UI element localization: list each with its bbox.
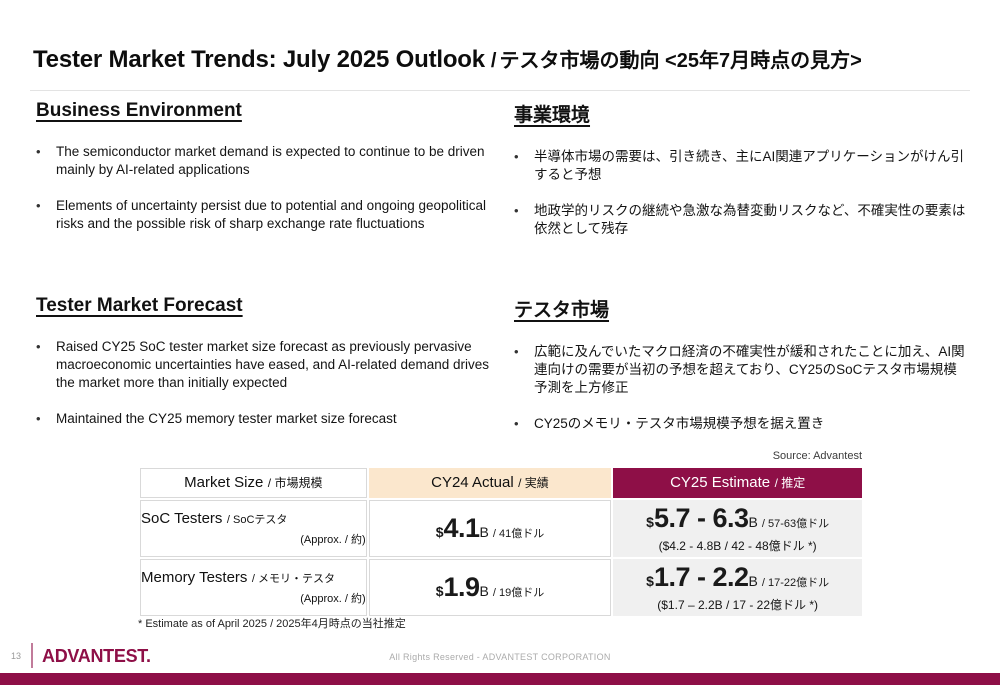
- money-amount: 5.7 - 6.3: [653, 503, 749, 533]
- previous-estimate-note: ($1.7 – 2.2B / 17 - 22億ドル *): [657, 598, 819, 612]
- section-heading: 事業環境: [514, 105, 591, 126]
- row-label-sub: / SoCテスタ: [226, 514, 288, 526]
- bullet-marker: [36, 197, 56, 233]
- source-note: Source: Advantest: [772, 450, 862, 462]
- currency-symbol: $: [435, 583, 444, 599]
- title-divider-rule: [30, 90, 970, 91]
- money-unit: B: [479, 524, 489, 540]
- bullet-marker: [36, 410, 56, 428]
- section-heading: Tester Market Forecast: [36, 295, 243, 316]
- section-heading: Business Environment: [36, 100, 242, 121]
- advantest-logo: ADVANTEST.: [42, 645, 151, 666]
- header-sub-label: / 推定: [774, 476, 806, 490]
- bullet-text: Maintained the CY25 memory tester market…: [56, 411, 397, 427]
- bullet-item: 広範に及んでいたマクロ経済の不確実性が緩和されたことに加え、AI関連向けの需要が…: [514, 343, 969, 397]
- page-number: 13: [11, 651, 22, 661]
- section-heading: テスタ市場: [514, 300, 610, 321]
- row-label-note: (Approx. / 約): [300, 593, 366, 605]
- row-label-cell: SoC Testers / SoCテスタ (Approx. / 約): [140, 500, 367, 557]
- money-value: $5.7 - 6.3 B/ 57-63億ドル: [613, 503, 862, 534]
- section-business-environment-en: Business Environment The semiconductor m…: [36, 100, 494, 251]
- cy24-value-cell: $1.9 B/ 19億ドル: [368, 559, 612, 616]
- money-suffix: / 41億ドル: [492, 528, 545, 540]
- row-label: SoC Testers / SoCテスタ: [141, 510, 366, 528]
- money-amount: 4.1: [443, 513, 480, 543]
- money-unit: B: [748, 514, 758, 530]
- row-label-main: SoC Testers: [141, 510, 223, 527]
- bullet-item: Raised CY25 SoC tester market size forec…: [36, 338, 494, 392]
- cy25-value-cell: $5.7 - 6.3 B/ 57-63億ドル ($4.2 - 4.8B / 42 …: [613, 500, 862, 557]
- page-title: Tester Market Trends: July 2025 Outlook /…: [33, 44, 980, 74]
- bullet-text: Elements of uncertainty persist due to p…: [56, 198, 487, 232]
- row-label: Memory Testers / メモリ・テスタ: [141, 569, 366, 587]
- section-business-environment-jp: 事業環境 半導体市場の需要は、引き続き、主にAI関連アプリケーションがけん引する…: [514, 100, 969, 256]
- bullet-text: The semiconductor market demand is expec…: [56, 144, 485, 178]
- page-title-japanese: テスタ市場の動向 <25年7月時点の見方>: [499, 50, 862, 72]
- bullet-item: 地政学的リスクの継続や急激な為替変動リスクなど、不確実性の要素は依然として残存: [514, 202, 969, 238]
- cy24-value-cell: $4.1 B/ 41億ドル: [368, 500, 612, 557]
- bullet-item: 半導体市場の需要は、引き続き、主にAI関連アプリケーションがけん引すると予想: [514, 148, 969, 184]
- section-tester-market-jp: テスタ市場 広範に及んでいたマクロ経済の不確実性が緩和されたことに加え、AI関連…: [514, 295, 969, 451]
- bullet-marker: [36, 143, 56, 179]
- table-footnote: * Estimate as of April 2025 / 2025年4月時点の…: [138, 618, 406, 630]
- bullet-item: The semiconductor market demand is expec…: [36, 143, 494, 179]
- header-sub-label: / 市場規模: [267, 476, 323, 490]
- money-value: $1.7 - 2.2 B/ 17-22億ドル: [613, 562, 862, 593]
- bullet-text: 広範に及んでいたマクロ経済の不確実性が緩和されたことに加え、AI関連向けの需要が…: [534, 344, 965, 396]
- bullet-marker: [514, 148, 534, 184]
- row-label-main: Memory Testers: [141, 569, 248, 586]
- money-suffix: / 57-63億ドル: [761, 518, 830, 530]
- previous-estimate-note: ($4.2 - 4.8B / 42 - 48億ドル *): [658, 539, 817, 553]
- bottom-brand-bar: [0, 673, 1000, 685]
- bullet-text: CY25のメモリ・テスタ市場規模予想を据え置き: [534, 416, 825, 432]
- header-sub-label: / 実績: [518, 476, 549, 490]
- money-value: $1.9 B/ 19億ドル: [370, 572, 611, 603]
- footer-divider-line: [31, 643, 33, 668]
- table-header-market-size: Market Size / 市場規模: [140, 468, 367, 498]
- money-unit: B: [479, 583, 489, 599]
- currency-symbol: $: [646, 514, 654, 530]
- money-suffix: / 17-22億ドル: [761, 577, 830, 589]
- bullet-marker: [514, 415, 534, 433]
- cy25-value-cell: $1.7 - 2.2 B/ 17-22億ドル ($1.7 – 2.2B / 17 …: [613, 559, 862, 616]
- row-label-note: (Approx. / 約): [300, 534, 366, 546]
- row-label-sub: / メモリ・テスタ: [251, 573, 335, 585]
- header-main-label: CY24 Actual: [431, 474, 514, 491]
- bullet-item: CY25のメモリ・テスタ市場規模予想を据え置き: [514, 415, 969, 433]
- table-row-memory-testers: Memory Testers / メモリ・テスタ (Approx. / 約) $…: [140, 559, 862, 616]
- bullet-text: Raised CY25 SoC tester market size forec…: [56, 339, 489, 391]
- bullet-marker: [36, 338, 56, 392]
- money-unit: B: [748, 573, 758, 589]
- money-suffix: / 19億ドル: [492, 587, 545, 599]
- copyright-text: All Rights Reserved - ADVANTEST CORPORAT…: [389, 652, 611, 662]
- market-size-table: Market Size / 市場規模 CY24 Actual / 実績 CY25…: [138, 466, 864, 618]
- bullet-marker: [514, 343, 534, 397]
- money-amount: 1.9: [443, 572, 480, 602]
- money-amount: 1.7 - 2.2: [653, 562, 749, 592]
- page-title-english: Tester Market Trends: July 2025 Outlook: [33, 46, 485, 73]
- bullet-item: Elements of uncertainty persist due to p…: [36, 197, 494, 233]
- bullet-text: 地政学的リスクの継続や急激な為替変動リスクなど、不確実性の要素は依然として残存: [534, 203, 966, 237]
- header-main-label: Market Size: [184, 474, 264, 491]
- bullet-text: 半導体市場の需要は、引き続き、主にAI関連アプリケーションがけん引すると予想: [534, 149, 965, 183]
- section-tester-market-forecast-en: Tester Market Forecast Raised CY25 SoC t…: [36, 295, 494, 446]
- bullet-marker: [514, 202, 534, 238]
- table-header-row: Market Size / 市場規模 CY24 Actual / 実績 CY25…: [140, 468, 862, 498]
- table-header-cy24-actual: CY24 Actual / 実績: [368, 468, 612, 498]
- currency-symbol: $: [435, 524, 444, 540]
- currency-symbol: $: [646, 573, 654, 589]
- row-label-cell: Memory Testers / メモリ・テスタ (Approx. / 約): [140, 559, 367, 616]
- table-header-cy25-estimate: CY25 Estimate / 推定: [613, 468, 862, 498]
- title-separator: /: [490, 50, 497, 72]
- money-value: $4.1 B/ 41億ドル: [370, 513, 611, 544]
- bullet-item: Maintained the CY25 memory tester market…: [36, 410, 494, 428]
- table-row-soc-testers: SoC Testers / SoCテスタ (Approx. / 約) $4.1 B…: [140, 500, 862, 557]
- header-main-label: CY25 Estimate: [670, 474, 771, 491]
